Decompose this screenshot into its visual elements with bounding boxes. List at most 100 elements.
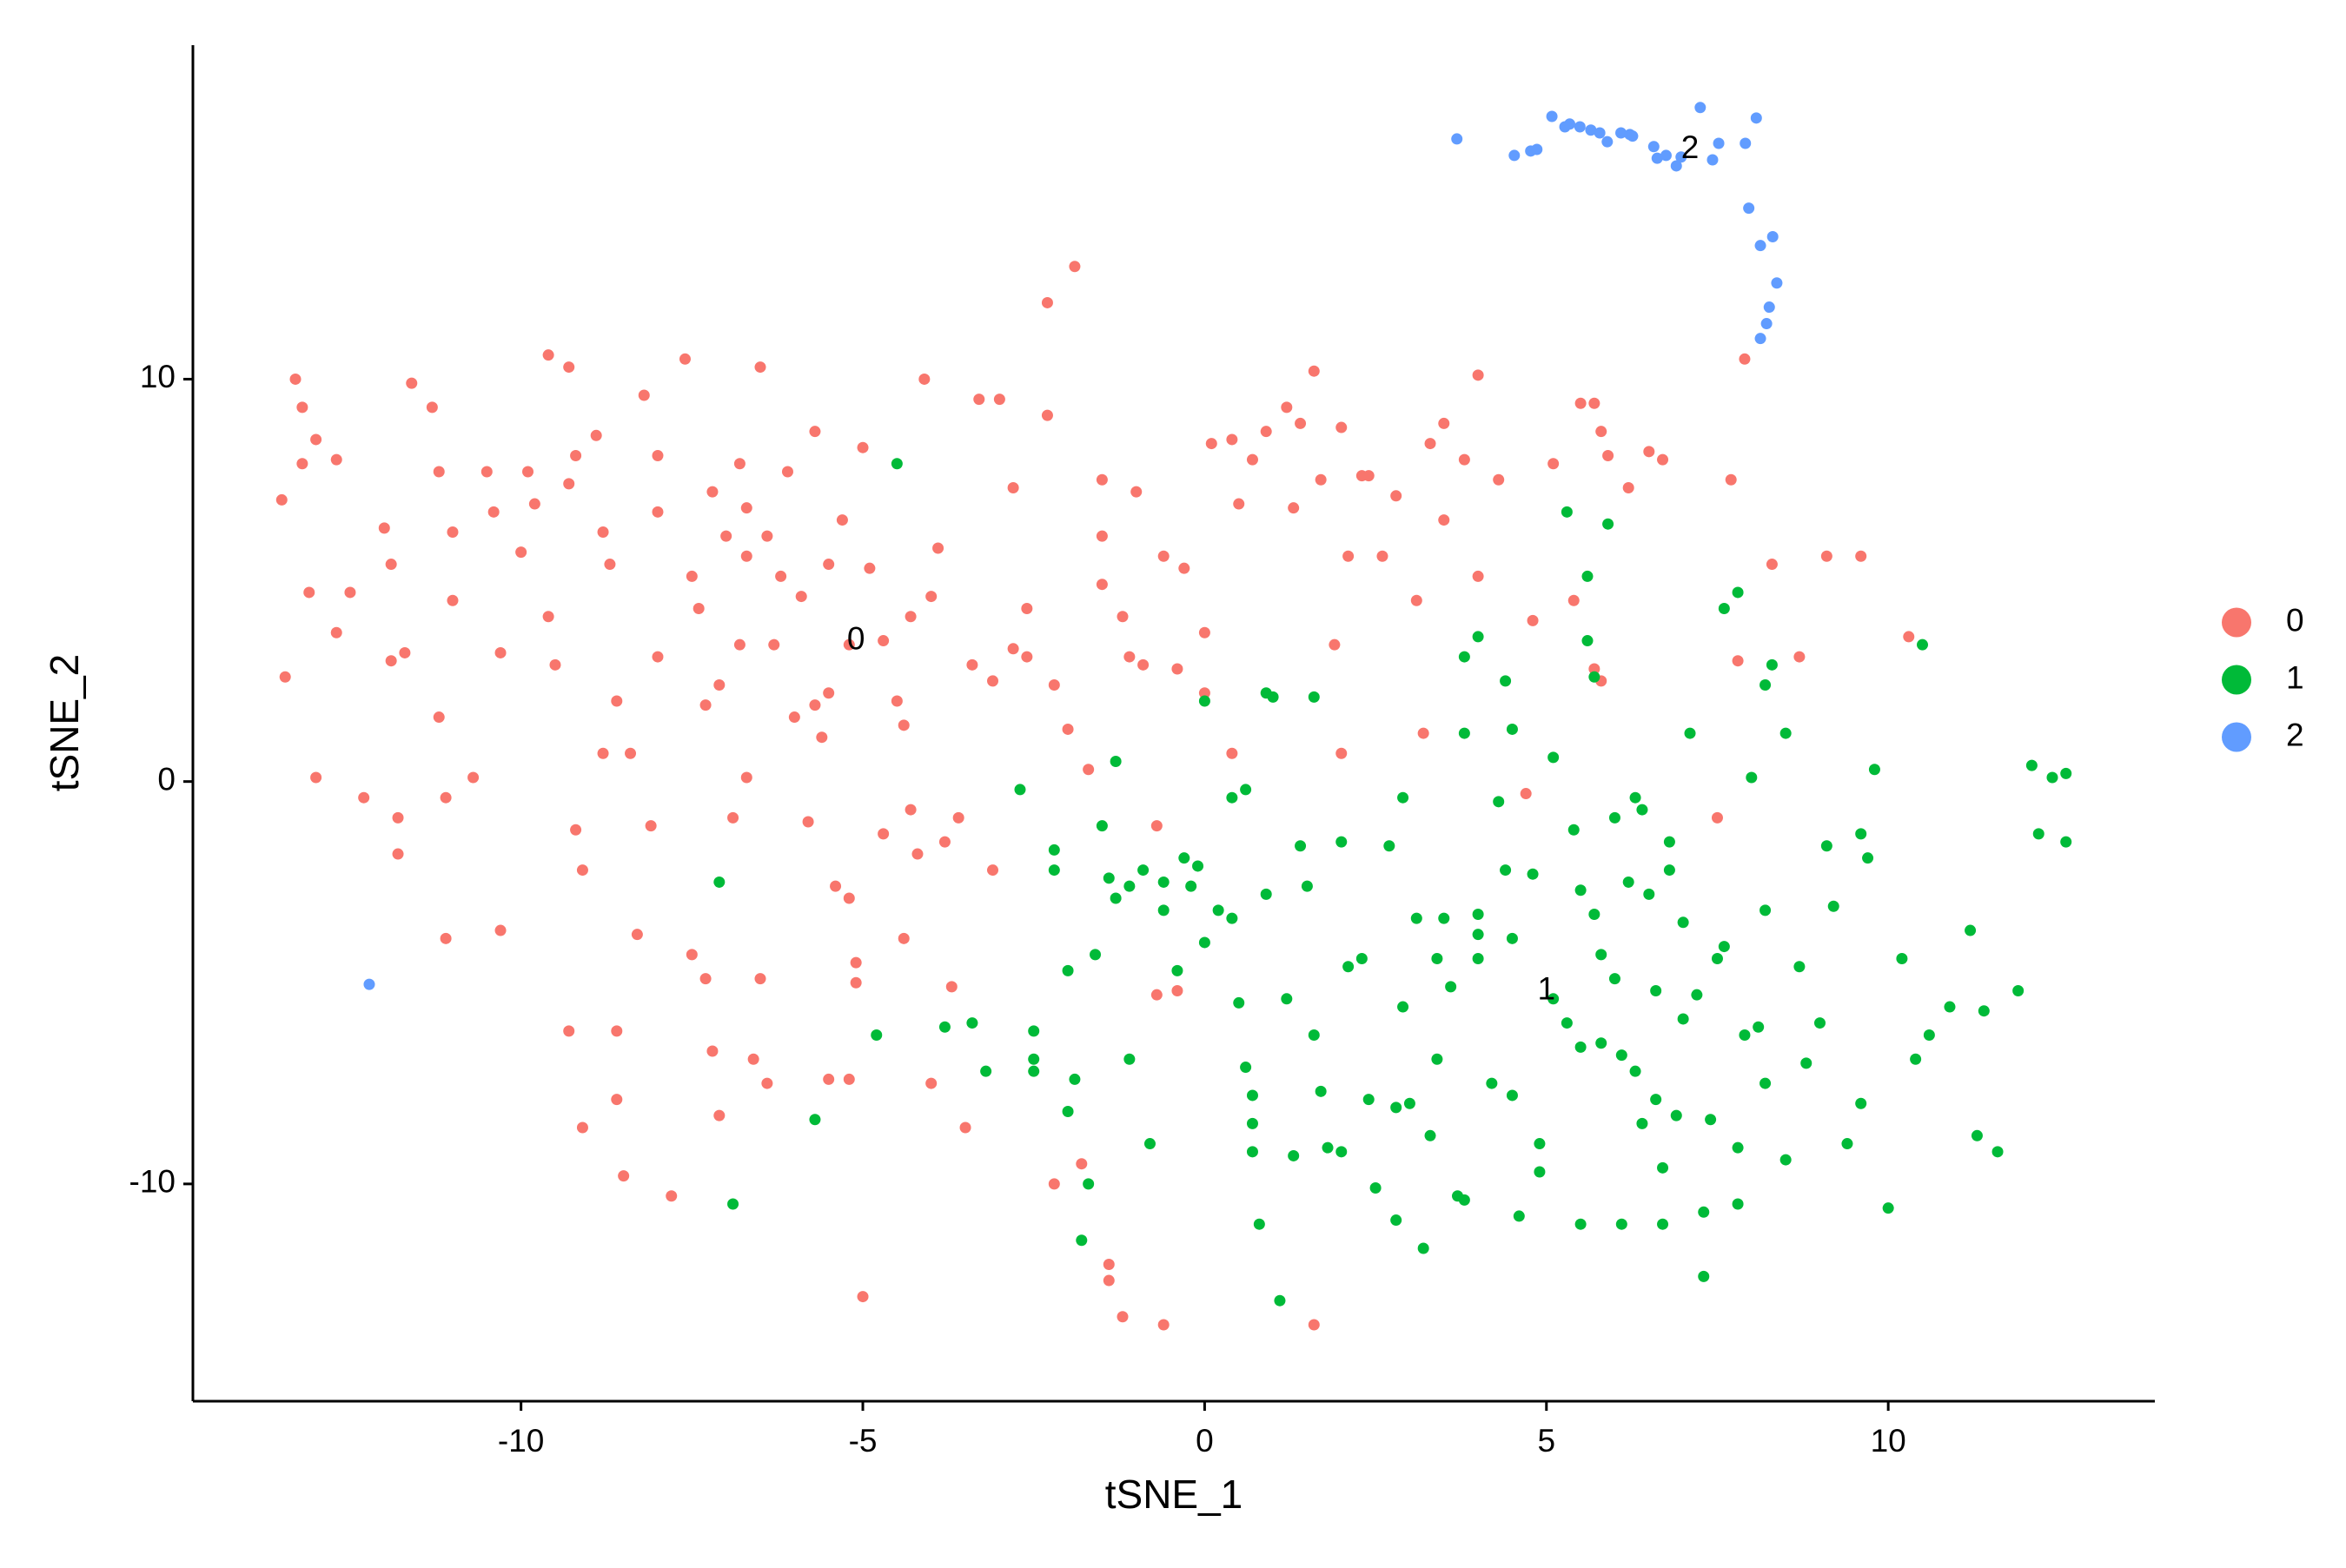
point <box>1458 727 1470 739</box>
point <box>1594 127 1606 139</box>
point <box>1647 141 1660 153</box>
point <box>1718 602 1730 614</box>
point <box>1137 658 1150 671</box>
point <box>809 426 821 438</box>
point <box>1123 1053 1136 1065</box>
point <box>1171 985 1183 997</box>
point <box>1076 1158 1088 1170</box>
point <box>1713 137 1725 149</box>
point <box>816 731 828 744</box>
point <box>1226 433 1238 446</box>
point <box>1267 691 1279 703</box>
point <box>843 892 855 904</box>
point <box>1732 655 1744 667</box>
point <box>1315 473 1327 486</box>
point <box>406 377 418 389</box>
point <box>1117 1311 1129 1323</box>
point <box>1595 949 1607 961</box>
point <box>1534 1138 1546 1150</box>
point <box>1971 1129 1983 1141</box>
point <box>1493 473 1505 486</box>
point <box>303 586 315 599</box>
point <box>1472 631 1484 643</box>
point <box>768 638 780 651</box>
point <box>1390 1102 1402 1114</box>
point <box>945 981 958 993</box>
point <box>1226 791 1238 804</box>
point <box>1820 550 1832 562</box>
point <box>1602 449 1614 461</box>
point <box>1608 811 1620 824</box>
cluster-label: 0 <box>847 620 865 656</box>
point <box>618 1170 630 1182</box>
point <box>1007 482 1019 494</box>
point <box>1567 594 1580 606</box>
point <box>1506 1089 1518 1102</box>
point <box>1725 473 1737 486</box>
point <box>363 978 375 990</box>
point <box>1171 663 1183 675</box>
point <box>1198 936 1210 949</box>
point <box>1965 924 1977 936</box>
point <box>1636 1117 1648 1129</box>
point <box>1820 840 1832 852</box>
point <box>426 401 438 414</box>
point <box>1281 993 1293 1005</box>
point <box>1574 397 1587 409</box>
point <box>1574 1041 1587 1053</box>
point <box>727 1198 739 1210</box>
point <box>1458 453 1470 466</box>
point <box>385 655 397 667</box>
point <box>1157 550 1170 562</box>
y-axis-title: tSNE_2 <box>42 654 87 792</box>
point <box>1083 764 1095 776</box>
point <box>1711 952 1723 964</box>
point <box>891 695 903 707</box>
point <box>706 486 719 498</box>
point <box>447 594 459 606</box>
point <box>1308 1029 1320 1041</box>
point <box>740 502 752 514</box>
point <box>781 466 793 478</box>
x-tick-label: 0 <box>1196 1423 1214 1459</box>
point <box>570 824 582 836</box>
point <box>296 458 308 470</box>
point <box>713 678 726 691</box>
point <box>1417 1242 1429 1254</box>
point <box>1732 586 1744 599</box>
point <box>1622 482 1634 494</box>
point <box>1855 550 1867 562</box>
point <box>871 1029 883 1041</box>
point <box>1657 1161 1669 1174</box>
point <box>433 466 445 478</box>
point <box>706 1045 719 1057</box>
point <box>1732 1141 1744 1154</box>
point <box>1581 635 1594 647</box>
point <box>1021 602 1033 614</box>
legend-label: 2 <box>2286 717 2304 752</box>
point <box>1615 127 1627 139</box>
point <box>604 559 616 571</box>
point <box>864 562 876 574</box>
point <box>1615 1218 1627 1230</box>
point <box>1763 301 1775 314</box>
point <box>1342 550 1355 562</box>
point <box>1779 1154 1792 1166</box>
point <box>597 747 609 759</box>
point <box>733 638 746 651</box>
point <box>1868 764 1880 776</box>
point <box>1574 121 1586 133</box>
point <box>1506 723 1518 735</box>
point <box>563 361 575 374</box>
x-tick-label: 5 <box>1537 1423 1555 1459</box>
point <box>1472 929 1484 941</box>
point <box>1472 570 1484 582</box>
point <box>638 389 650 401</box>
point <box>1531 143 1543 155</box>
point <box>1643 446 1655 458</box>
point <box>1561 1017 1573 1029</box>
point <box>1472 952 1484 964</box>
point <box>1096 579 1108 591</box>
point <box>857 1291 869 1303</box>
